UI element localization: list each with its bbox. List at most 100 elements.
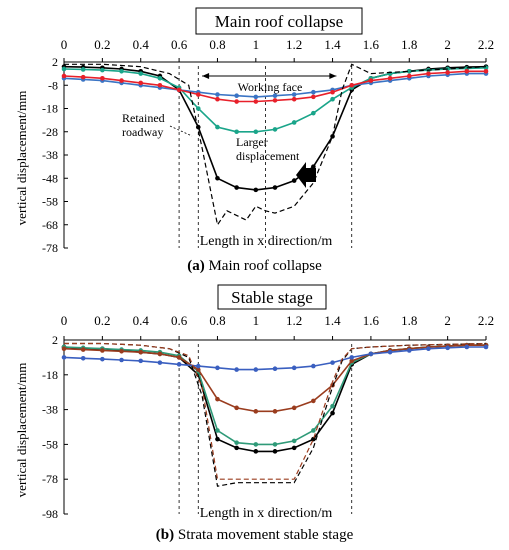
annotation-larger-displacement: Larger displacement xyxy=(236,135,300,163)
y-tick-label: -58 xyxy=(42,195,58,209)
caption-a: (a) Main roof collapse xyxy=(0,258,509,275)
chart-title-a: Main roof collapse xyxy=(215,12,343,31)
x-tick-label: 0.4 xyxy=(133,37,150,52)
data-point xyxy=(406,73,412,79)
y-tick-label: -38 xyxy=(42,148,58,162)
data-point xyxy=(291,120,297,125)
data-point xyxy=(100,348,105,353)
data-point xyxy=(291,405,297,411)
data-point xyxy=(311,164,316,169)
data-point xyxy=(80,347,86,352)
data-point xyxy=(406,69,412,74)
data-point xyxy=(368,351,374,357)
data-point xyxy=(80,355,86,361)
data-point xyxy=(272,127,278,132)
data-point xyxy=(215,124,220,130)
annotation-line: roadway xyxy=(122,125,163,139)
data-point xyxy=(483,69,489,74)
data-point xyxy=(215,92,220,97)
x-tick-label: 0.6 xyxy=(171,313,188,328)
data-point xyxy=(272,98,278,103)
data-point xyxy=(291,365,297,371)
data-point xyxy=(426,346,431,352)
annotation-retained-roadway: Retained roadway xyxy=(122,111,165,139)
displacement-arrow xyxy=(296,162,316,188)
caption-b-letter: (b) xyxy=(155,527,175,543)
data-point xyxy=(464,344,470,350)
data-point xyxy=(349,355,355,360)
data-point xyxy=(100,356,105,362)
caption-a-letter: (a) xyxy=(187,258,205,274)
data-point xyxy=(215,175,220,181)
data-point xyxy=(311,436,316,442)
data-point xyxy=(234,445,239,451)
data-point xyxy=(61,355,67,360)
y-tick-label: -78 xyxy=(42,241,58,255)
data-point xyxy=(406,348,412,353)
data-point xyxy=(119,349,124,354)
y-tick-label: -28 xyxy=(42,125,58,139)
title-box-b xyxy=(217,284,327,310)
data-point xyxy=(234,440,239,445)
data-point xyxy=(311,94,316,100)
data-point xyxy=(253,99,259,104)
x-tick-label: 0.8 xyxy=(209,37,225,52)
annotation-working-face: Working face xyxy=(238,80,303,94)
arrowhead xyxy=(202,73,210,79)
y-tick-label: -8 xyxy=(48,78,58,92)
annotation-line: displacement xyxy=(236,149,300,163)
data-point xyxy=(253,442,259,447)
data-point xyxy=(138,349,144,355)
xlabel-b: Length in x direction/m xyxy=(200,506,333,521)
data-point xyxy=(291,438,297,444)
data-point xyxy=(368,78,374,83)
x-tick-label: 1 xyxy=(253,313,260,328)
data-point xyxy=(330,360,335,365)
x-tick-label: 1.4 xyxy=(324,37,341,52)
data-point xyxy=(330,134,335,139)
x-tick-label: 0.2 xyxy=(94,313,110,328)
y-tick-label: -78 xyxy=(42,472,58,486)
data-point xyxy=(253,409,259,414)
data-point xyxy=(234,93,239,99)
arrowhead xyxy=(329,73,337,79)
data-point xyxy=(330,89,335,95)
x-tick-label: 0.6 xyxy=(171,37,188,52)
data-point xyxy=(445,70,450,75)
data-point xyxy=(157,82,163,88)
x-tick-label: 2 xyxy=(444,37,451,52)
annotation-line: Larger xyxy=(236,135,268,149)
x-tick-label: 0.4 xyxy=(133,313,150,328)
title-box-a xyxy=(195,7,363,35)
data-point xyxy=(311,398,316,404)
x-tick-label: 0.8 xyxy=(209,313,225,328)
x-tick-label: 0.2 xyxy=(94,37,110,52)
x-tick-label: 1 xyxy=(253,37,260,52)
data-point xyxy=(311,89,316,95)
data-point xyxy=(291,92,297,97)
data-point xyxy=(349,358,355,364)
data-point xyxy=(80,74,86,80)
x-tick-label: 1.2 xyxy=(286,313,302,328)
data-point xyxy=(100,75,105,81)
x-tick-label: 2.2 xyxy=(478,37,494,52)
data-point xyxy=(330,403,335,409)
data-point xyxy=(253,449,259,454)
data-point xyxy=(445,345,450,351)
data-point xyxy=(311,363,316,369)
data-point xyxy=(234,129,239,135)
data-point xyxy=(291,445,297,451)
data-point xyxy=(157,351,163,357)
data-point xyxy=(234,367,239,372)
data-point xyxy=(215,428,220,433)
annotation-pointer xyxy=(169,125,193,137)
data-point xyxy=(272,442,278,447)
data-point xyxy=(272,366,278,372)
x-tick-label: 1.6 xyxy=(363,313,380,328)
data-point xyxy=(253,367,259,372)
y-tick-label: -68 xyxy=(42,218,58,232)
data-point xyxy=(234,99,239,104)
series-line xyxy=(64,342,487,487)
x-tick-label: 1.6 xyxy=(363,37,380,52)
